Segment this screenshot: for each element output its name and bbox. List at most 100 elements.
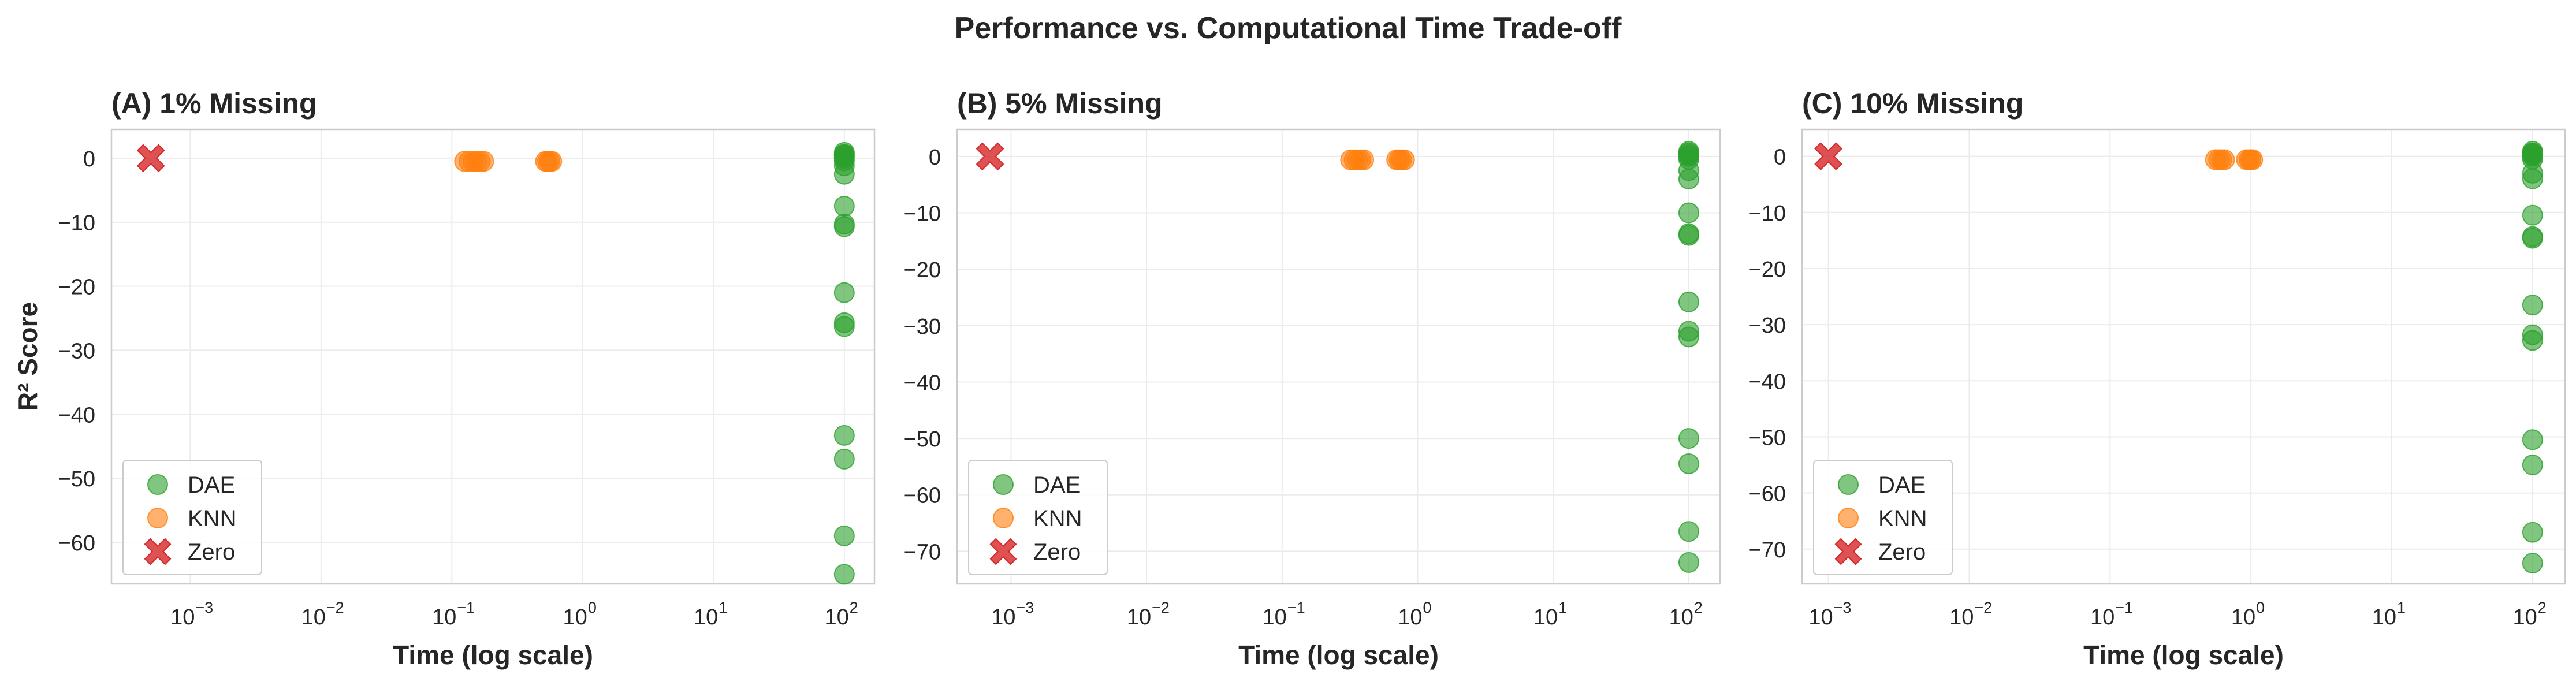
y-tick-label: −20 (904, 258, 941, 282)
legend-label-dae: DAE (188, 472, 235, 498)
y-tick-label: −10 (904, 202, 941, 226)
x-tick-base: 10 (2231, 605, 2255, 630)
legend-label-zero: Zero (1033, 539, 1081, 565)
data-point-dae (2522, 429, 2543, 450)
data-point-dae (1678, 521, 1699, 542)
x-tick-label: 10 1 (2372, 599, 2406, 630)
x-tick-label: 10 −3 (991, 599, 1034, 630)
data-point-knn (2242, 149, 2264, 170)
data-point-dae (1678, 225, 1699, 246)
x-axis-label: Time (log scale) (1238, 640, 1439, 670)
legend-marker-zero (144, 538, 172, 565)
y-tick-label: −10 (58, 211, 95, 236)
series-dae (2522, 140, 2543, 574)
x-tick-base: 10 (1808, 605, 1833, 630)
x-tick-exponent: −2 (326, 599, 344, 616)
data-point-dae (2522, 295, 2543, 316)
x-tick-label: 10 2 (1669, 599, 1703, 630)
legend-marker-knn (147, 508, 168, 528)
series-dae (1678, 141, 1699, 573)
x-tick-base: 10 (2372, 605, 2396, 630)
data-point-dae (1678, 326, 1699, 348)
x-tick-exponent: −1 (1287, 599, 1305, 616)
y-tick-label: −70 (1749, 538, 1786, 563)
data-point-dae (1678, 428, 1699, 449)
data-point-zero (976, 142, 1004, 171)
panel-title: (A) 1% Missing (111, 87, 317, 120)
data-point-dae (833, 196, 855, 217)
x-tick-base: 10 (1263, 605, 1287, 630)
y-tick-label: −50 (1749, 426, 1786, 450)
x-tick-label: 10 0 (2231, 599, 2265, 630)
x-tick-label: 10 1 (694, 599, 727, 630)
x-tick-label: 10 2 (2513, 599, 2547, 630)
series-zero (1814, 142, 1843, 171)
x-tick-base: 10 (2513, 605, 2537, 630)
series-knn (1340, 149, 1415, 170)
x-tick-exponent: −2 (1974, 599, 1992, 616)
data-point-dae (833, 216, 855, 237)
x-tick-label: 10 −3 (170, 599, 213, 630)
x-tick-base: 10 (991, 605, 1015, 630)
legend: DAE KNN Zero (968, 460, 1108, 575)
figure-title: Performance vs. Computational Time Trade… (955, 12, 1622, 45)
x-tick-exponent: −1 (2115, 599, 2133, 616)
x-tick-exponent: −1 (457, 599, 475, 616)
x-tick-base: 10 (1949, 605, 1974, 630)
x-tick-base: 10 (563, 605, 587, 630)
x-tick-base: 10 (1398, 605, 1422, 630)
data-point-dae (833, 316, 855, 337)
x-tick-exponent: 1 (2397, 599, 2406, 616)
x-tick-label: 10 −3 (1808, 599, 1851, 630)
x-tick-exponent: 1 (1558, 599, 1567, 616)
data-point-knn (1353, 149, 1375, 170)
x-tick-label: 10 2 (825, 599, 858, 630)
x-tick-label: 10 0 (563, 599, 597, 630)
series-dae (833, 141, 855, 585)
data-point-zero (1814, 142, 1843, 171)
axes-frame (956, 128, 1721, 585)
data-point-dae (833, 282, 855, 303)
y-tick-label: −50 (904, 427, 941, 452)
data-point-dae (2522, 553, 2543, 574)
y-tick-label: −30 (58, 339, 95, 363)
x-tick-base: 10 (1127, 605, 1151, 630)
legend: DAE KNN Zero (1813, 460, 1953, 575)
x-tick-base: 10 (2090, 605, 2115, 630)
y-tick-label: −60 (1749, 482, 1786, 506)
x-tick-base: 10 (1669, 605, 1693, 630)
y-tick-label: −50 (58, 467, 95, 491)
x-tick-exponent: 2 (2538, 599, 2547, 616)
legend-marker-knn (993, 508, 1014, 528)
legend-marker-dae (1838, 474, 1859, 495)
x-tick-label: 10 −2 (1127, 599, 1170, 630)
data-point-dae (1678, 291, 1699, 312)
legend-marker-zero (989, 538, 1017, 565)
data-point-dae (1678, 552, 1699, 573)
data-point-dae (1678, 453, 1699, 475)
data-point-dae (2522, 143, 2543, 164)
x-tick-base: 10 (1533, 605, 1558, 630)
axes-frame (110, 128, 876, 585)
y-tick-label: −20 (1749, 258, 1786, 282)
legend-label-zero: Zero (1878, 539, 1926, 565)
data-point-dae (833, 564, 855, 585)
x-axis-label: Time (log scale) (393, 640, 593, 670)
data-point-dae (833, 448, 855, 470)
y-tick-label: −60 (904, 484, 941, 508)
legend-label-knn: KNN (1878, 506, 1927, 531)
data-point-dae (2522, 522, 2543, 543)
x-tick-base: 10 (301, 605, 326, 630)
legend-label-knn: KNN (188, 506, 236, 531)
legend-marker-dae (993, 474, 1014, 495)
y-tick-label: −40 (1749, 370, 1786, 394)
x-tick-base: 10 (825, 605, 849, 630)
legend-marker-dae (147, 474, 168, 495)
x-tick-label: 10 0 (1398, 599, 1431, 630)
y-tick-label: 0 (83, 147, 95, 172)
y-tick-label: 0 (929, 146, 941, 170)
